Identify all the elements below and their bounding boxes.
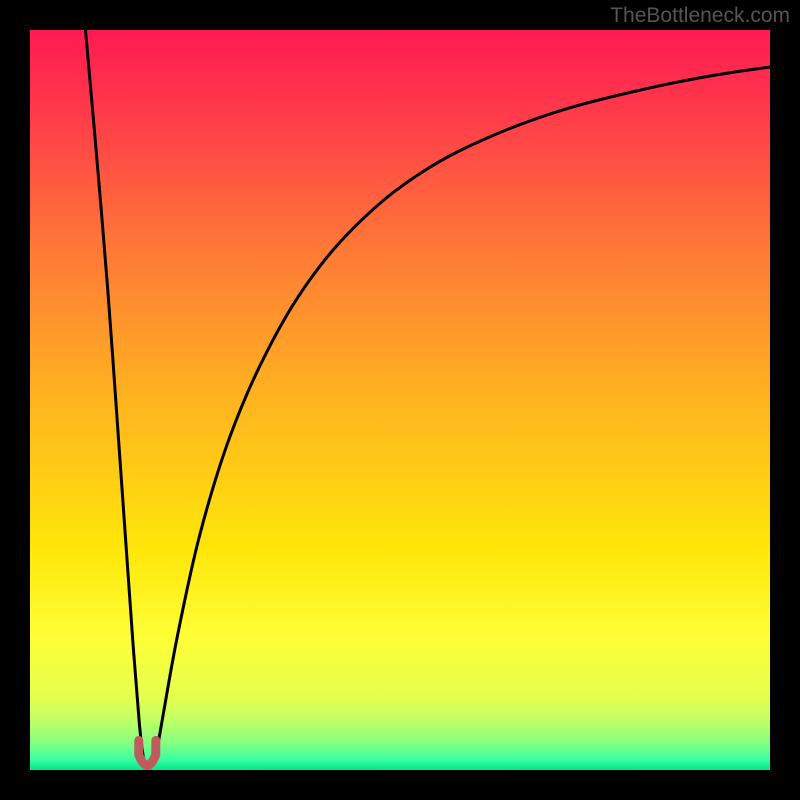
watermark-text: TheBottleneck.com [610, 4, 790, 28]
plot-area [30, 30, 770, 770]
marker-u-shape [139, 740, 156, 765]
minimum-markers [30, 30, 770, 770]
chart-frame: TheBottleneck.com [0, 0, 800, 800]
